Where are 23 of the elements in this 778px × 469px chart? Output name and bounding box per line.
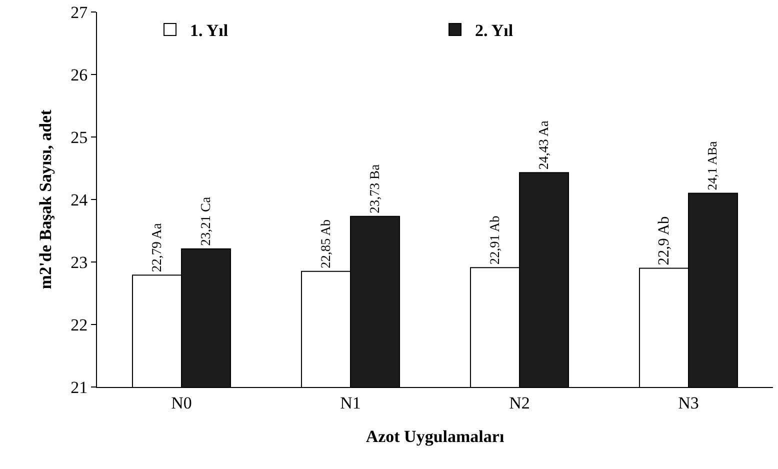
legend-label: 2. Yıl [475, 21, 514, 40]
x-tick-label: N1 [340, 393, 361, 412]
data-label: 22,79 Aa [148, 223, 164, 272]
data-label: 24,43 Aa [536, 120, 551, 170]
y-tick-label: 26 [70, 65, 88, 84]
y-tick-label: 24 [70, 190, 88, 210]
x-axis-title: Azot Uygulamaları [366, 426, 504, 446]
data-label: 23,21 Ca [198, 196, 213, 246]
data-label: 22,85 Ab [318, 219, 333, 268]
y-tick-label: 22 [70, 315, 88, 334]
x-tick-label: N3 [678, 393, 699, 412]
x-tick-label: N2 [509, 393, 530, 412]
legend-label: 1. Yıl [190, 21, 228, 40]
y-axis-title: m2'de Başak Sayısı, adet [36, 109, 56, 290]
data-label: 22,91 Ab [486, 215, 502, 265]
data-label: 22,9 Ab [655, 216, 672, 266]
y-tick-label: 23 [70, 252, 88, 272]
y-tick-label: 21 [70, 378, 88, 397]
y-tick-label: 27 [70, 2, 88, 22]
data-label: 24,1 ABa [704, 141, 720, 190]
x-tick-label: N0 [171, 393, 192, 412]
y-tick-label: 25 [70, 128, 88, 147]
data-label: 23,73 Ba [366, 164, 382, 214]
